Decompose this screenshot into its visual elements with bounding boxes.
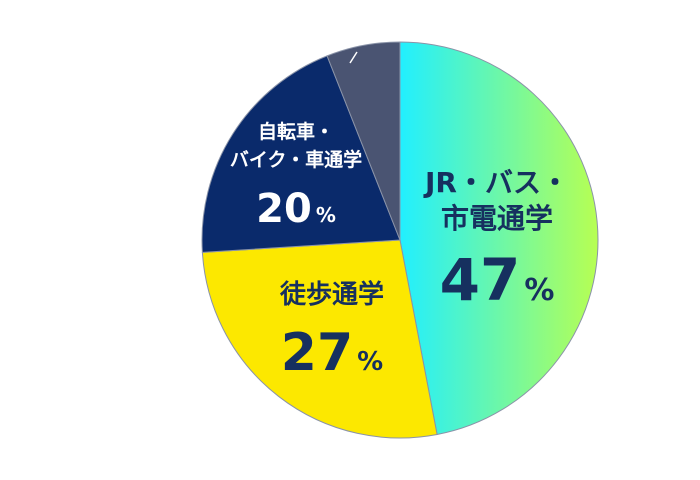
slice-2-name-line-1: バイク・車通学 [230,148,362,171]
slice-0-name-line-0: JR・バス・ [423,166,569,199]
pie-slice-0 [399,41,599,436]
slice-1-value-label: 27% [281,323,383,383]
pie-slice-2 [201,55,401,253]
slice-0-name-line-1: 市電通学 [441,202,553,235]
slice-2-value-label: 20% [256,186,336,232]
slice-0-value-label: 47% [440,246,555,314]
pie-slice-1 [201,239,438,439]
slice-tick-mark [349,51,358,64]
slice-2-name-line-0: 自転車・ [258,120,334,143]
slice-1-name-line-0: 徒歩通学 [279,279,384,310]
pie-slice-3 [326,41,401,241]
